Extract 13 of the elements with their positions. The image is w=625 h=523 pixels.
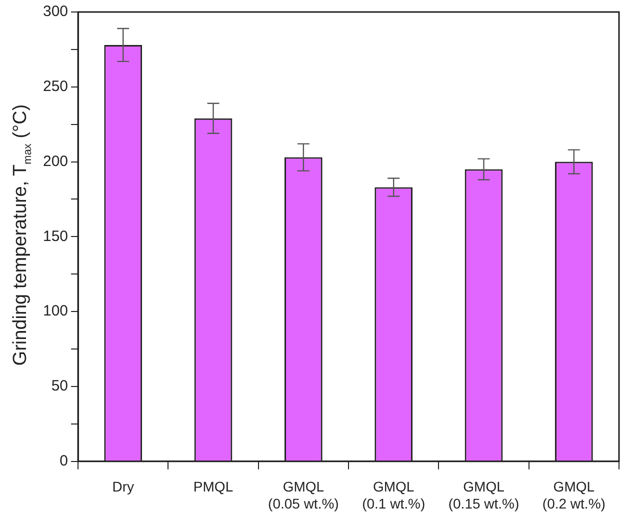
x-tick-label: GMQL (0.1 wt.%) [362,478,426,512]
x-tick-label: GMQL (0.05 wt.%) [268,478,339,512]
y-tick-label: 150 [42,228,68,245]
x-tick-label: GMQL (0.2 wt.%) [542,478,606,512]
y-tick-label: 100 [42,302,68,320]
y-tick-label: 50 [51,378,68,395]
x-tick-label: PMQL [193,478,234,495]
y-tick-label: 200 [42,152,68,170]
y-tick-label: 0 [60,452,68,470]
y-tick-label: 300 [42,3,68,20]
x-tick-label: GMQL (0.15 wt.%) [448,478,520,512]
y-tick-label: 250 [42,78,68,96]
x-tick-label: Dry [112,478,134,495]
